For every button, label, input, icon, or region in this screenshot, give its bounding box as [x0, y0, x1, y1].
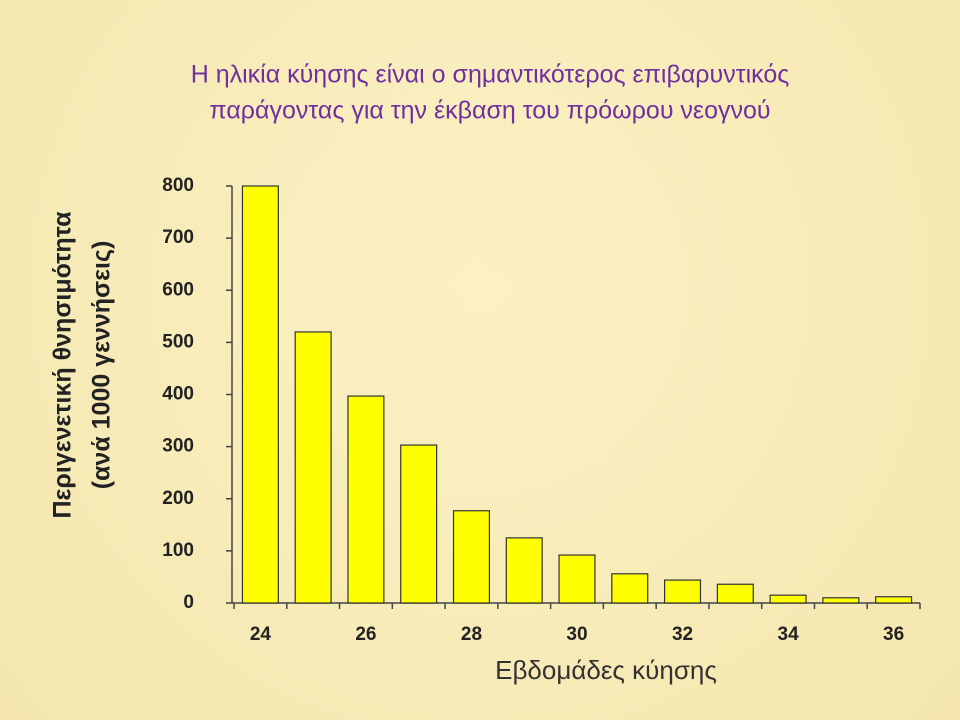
- x-tick-label: 24: [250, 624, 272, 645]
- y-tick-label: 200: [162, 488, 194, 509]
- x-axis-title: Εβδομάδες κύησης: [495, 655, 717, 685]
- bar: [505, 537, 543, 604]
- bar: [558, 554, 596, 604]
- bar: [347, 395, 385, 604]
- chart-title: παράγοντας για την έκβαση του πρόωρου νε…: [209, 97, 770, 125]
- bar: [400, 444, 438, 604]
- y-axis-title: Περιγενετική θνησιμότητα: [49, 211, 77, 519]
- bar: [294, 331, 332, 604]
- y-tick-label: 0: [183, 592, 194, 613]
- y-axis-title: (ανά 1000 γεννήσεις): [88, 241, 116, 490]
- y-tick-label: 500: [162, 331, 194, 352]
- x-tick-label: 32: [672, 624, 693, 645]
- y-tick-label: 100: [162, 540, 194, 561]
- bar: [663, 579, 702, 604]
- x-tick-label: 28: [461, 624, 482, 645]
- x-tick-label: 34: [778, 624, 800, 645]
- x-tick-label: 30: [566, 624, 587, 645]
- bar: [611, 573, 649, 604]
- x-tick-label: 36: [883, 624, 904, 645]
- y-tick-label: 700: [162, 227, 194, 248]
- y-tick-label: 800: [162, 175, 194, 196]
- bar: [716, 583, 754, 604]
- y-tick-label: 300: [162, 436, 194, 457]
- bar: [875, 596, 913, 604]
- x-tick-label: 26: [355, 624, 376, 645]
- bar: [769, 594, 807, 604]
- y-tick-label: 400: [162, 384, 194, 405]
- bar: [822, 597, 860, 604]
- chart-title: Η ηλικία κύησης είναι ο σημαντικότερος ε…: [191, 61, 790, 89]
- y-tick-label: 600: [162, 279, 194, 300]
- bar: [241, 185, 279, 604]
- bar: [452, 510, 491, 604]
